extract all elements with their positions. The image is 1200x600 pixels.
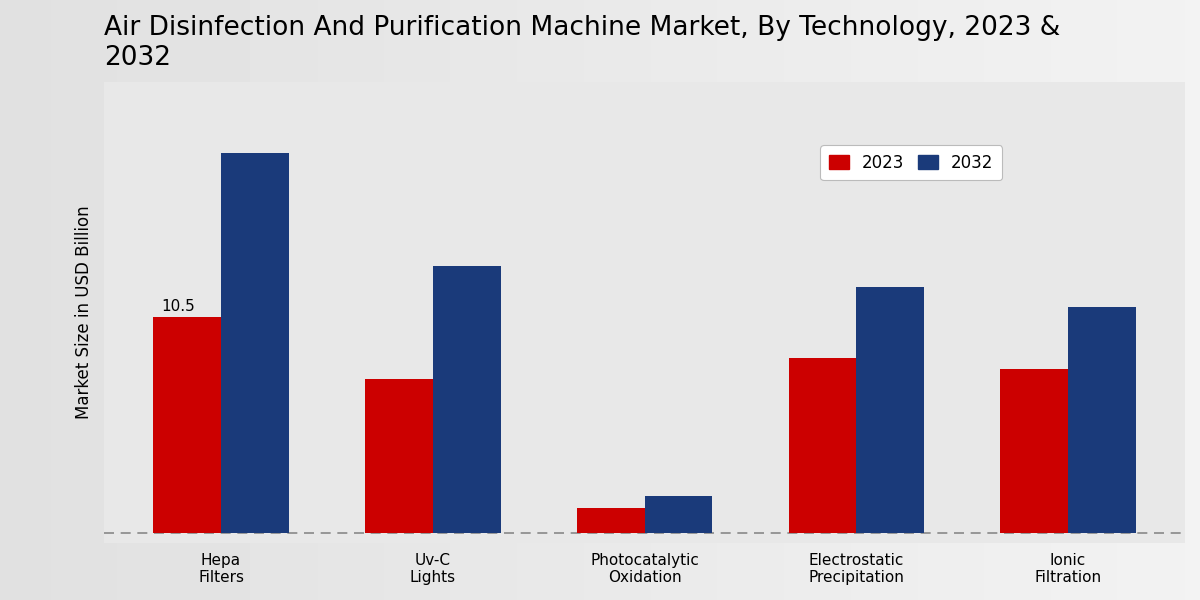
Bar xyxy=(1001,368,1068,533)
Bar xyxy=(365,379,433,533)
Y-axis label: Market Size in USD Billion: Market Size in USD Billion xyxy=(74,205,94,419)
Bar xyxy=(433,266,500,533)
Bar xyxy=(154,317,221,533)
Bar xyxy=(1068,307,1136,533)
Bar xyxy=(788,358,857,533)
Text: 10.5: 10.5 xyxy=(162,299,196,314)
Bar xyxy=(577,508,644,533)
Bar xyxy=(644,496,713,533)
Legend: 2023, 2032: 2023, 2032 xyxy=(821,145,1002,180)
Text: Air Disinfection And Purification Machine Market, By Technology, 2023 &
2032: Air Disinfection And Purification Machin… xyxy=(104,15,1061,71)
Bar xyxy=(221,154,289,533)
Bar xyxy=(857,287,924,533)
